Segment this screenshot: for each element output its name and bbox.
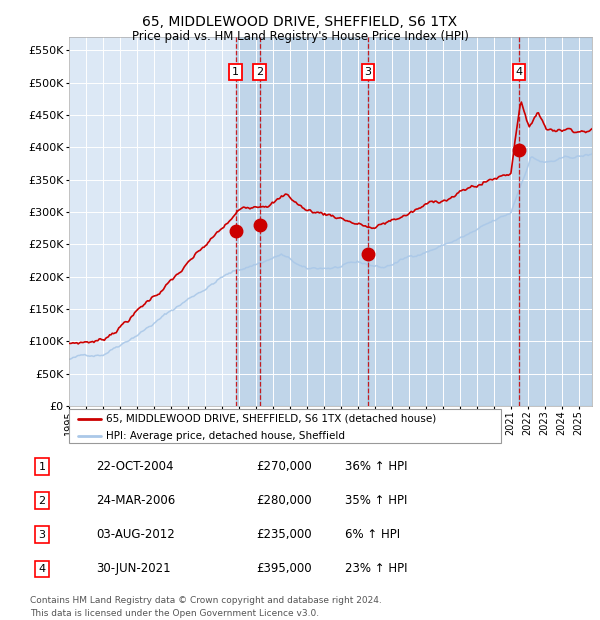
Text: Contains HM Land Registry data © Crown copyright and database right 2024.: Contains HM Land Registry data © Crown c…	[30, 596, 382, 606]
Text: 24-MAR-2006: 24-MAR-2006	[96, 494, 175, 507]
Text: 4: 4	[515, 67, 523, 78]
Text: 03-AUG-2012: 03-AUG-2012	[96, 528, 175, 541]
Text: 65, MIDDLEWOOD DRIVE, SHEFFIELD, S6 1TX (detached house): 65, MIDDLEWOOD DRIVE, SHEFFIELD, S6 1TX …	[106, 414, 436, 423]
Text: 3: 3	[364, 67, 371, 78]
Bar	[368, 37, 519, 406]
Text: £270,000: £270,000	[256, 460, 312, 473]
Text: 1: 1	[38, 461, 46, 472]
Text: 3: 3	[38, 529, 46, 540]
Bar	[519, 37, 592, 406]
Text: 2: 2	[256, 67, 263, 78]
Text: 22-OCT-2004: 22-OCT-2004	[96, 460, 173, 473]
Text: 1: 1	[232, 67, 239, 78]
Text: £235,000: £235,000	[256, 528, 312, 541]
Bar	[260, 37, 368, 406]
Text: £395,000: £395,000	[256, 562, 312, 575]
Text: £280,000: £280,000	[256, 494, 312, 507]
Text: This data is licensed under the Open Government Licence v3.0.: This data is licensed under the Open Gov…	[30, 609, 319, 618]
Bar	[236, 37, 260, 406]
Text: 23% ↑ HPI: 23% ↑ HPI	[345, 562, 407, 575]
Text: 6% ↑ HPI: 6% ↑ HPI	[345, 528, 400, 541]
Text: 35% ↑ HPI: 35% ↑ HPI	[345, 494, 407, 507]
Text: 65, MIDDLEWOOD DRIVE, SHEFFIELD, S6 1TX: 65, MIDDLEWOOD DRIVE, SHEFFIELD, S6 1TX	[142, 16, 458, 30]
Text: 4: 4	[38, 564, 46, 574]
Text: 36% ↑ HPI: 36% ↑ HPI	[345, 460, 407, 473]
Text: Price paid vs. HM Land Registry's House Price Index (HPI): Price paid vs. HM Land Registry's House …	[131, 30, 469, 43]
Text: HPI: Average price, detached house, Sheffield: HPI: Average price, detached house, Shef…	[106, 431, 345, 441]
Text: 30-JUN-2021: 30-JUN-2021	[96, 562, 170, 575]
Text: 2: 2	[38, 495, 46, 506]
